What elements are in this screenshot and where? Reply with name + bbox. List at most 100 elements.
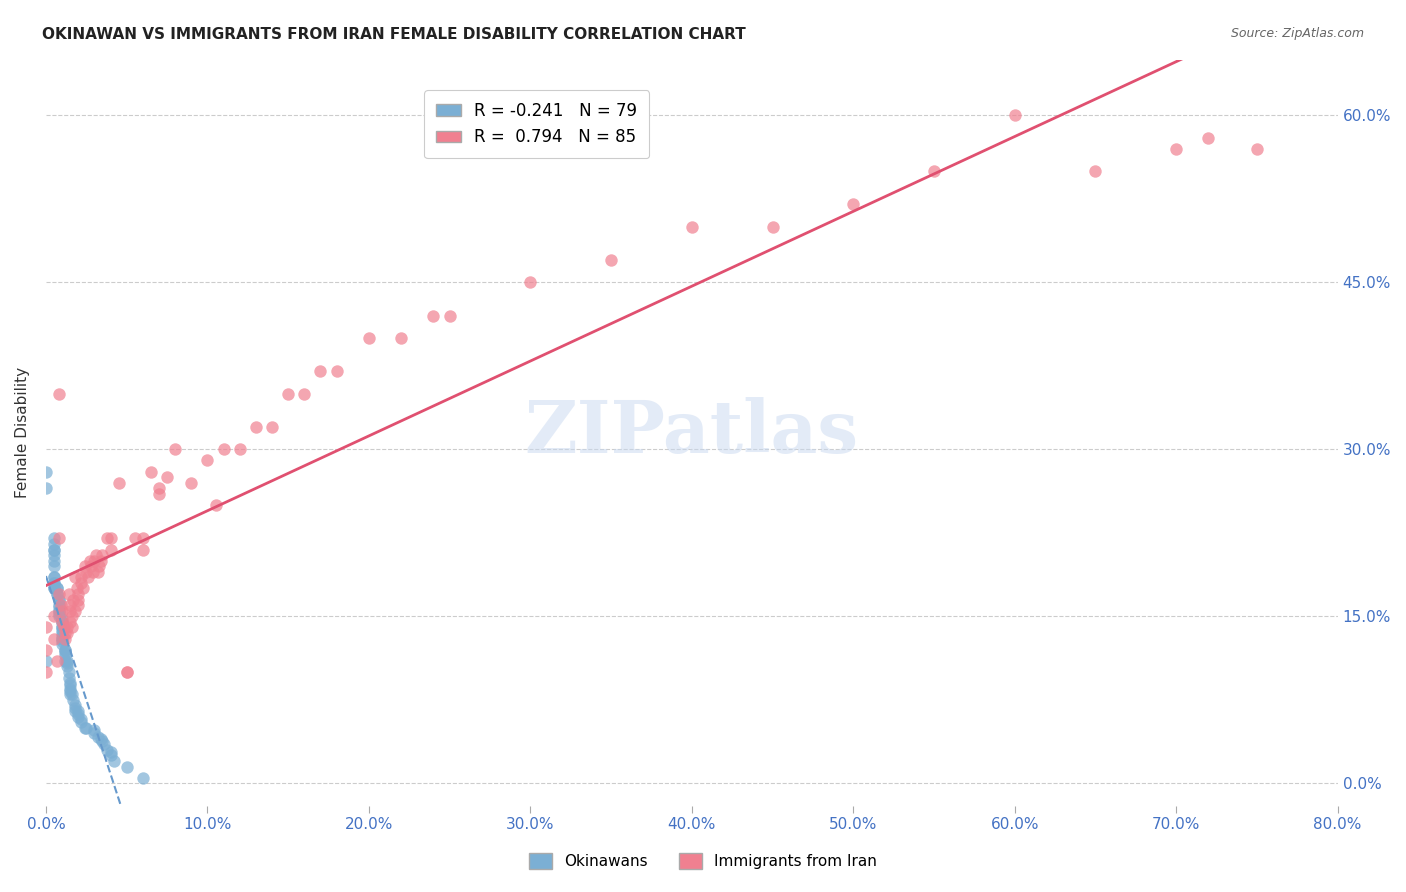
Point: [42, 542, 65, 557]
Point: [48, 598, 70, 612]
Text: ZIPatlas: ZIPatlas: [524, 397, 859, 468]
Point: [52, 620, 75, 634]
Point: [89, 559, 111, 574]
Point: [58, 671, 80, 685]
Point: [260, 420, 283, 434]
Legend: R = -0.241   N = 79, R =  0.794   N = 85: R = -0.241 N = 79, R = 0.794 N = 85: [425, 90, 650, 158]
Point: [165, 442, 187, 457]
Point: [70, 570, 93, 584]
Point: [48, 592, 70, 607]
Point: [309, 364, 332, 378]
Point: [51, 637, 73, 651]
Point: [519, 275, 541, 289]
Point: [83, 554, 105, 568]
Point: [115, 665, 138, 679]
Point: [91, 734, 114, 748]
Point: [42, 570, 65, 584]
Point: [48, 604, 70, 618]
Point: [70, 715, 93, 730]
Point: [53, 626, 76, 640]
Point: [51, 633, 73, 648]
Point: [59, 598, 82, 612]
Point: [42, 570, 65, 584]
Point: [73, 721, 96, 735]
Point: [66, 582, 89, 596]
Point: [51, 632, 73, 646]
Point: [100, 542, 122, 557]
Point: [46, 582, 69, 596]
Point: [42, 609, 65, 624]
Point: [1084, 164, 1107, 178]
Point: [115, 665, 138, 679]
Point: [56, 659, 79, 673]
Point: [63, 604, 86, 618]
Point: [59, 604, 82, 618]
Point: [156, 470, 179, 484]
Legend: Okinawans, Immigrants from Iran: Okinawans, Immigrants from Iran: [523, 847, 883, 875]
Point: [73, 559, 96, 574]
Point: [48, 607, 70, 621]
Point: [292, 386, 315, 401]
Point: [245, 420, 267, 434]
Point: [75, 565, 97, 579]
Point: [48, 532, 70, 546]
Point: [325, 364, 347, 378]
Point: [53, 648, 76, 663]
Point: [42, 582, 65, 596]
Point: [67, 707, 90, 722]
Point: [35, 642, 58, 657]
Point: [67, 709, 90, 723]
Point: [51, 615, 73, 629]
Point: [51, 632, 73, 646]
Point: [58, 665, 80, 679]
Point: [107, 475, 129, 490]
Point: [58, 587, 80, 601]
Point: [1246, 142, 1268, 156]
Point: [53, 632, 76, 646]
Point: [197, 453, 219, 467]
Point: [56, 654, 79, 668]
Point: [63, 698, 86, 713]
Point: [42, 559, 65, 574]
Point: [62, 693, 84, 707]
Point: [51, 611, 73, 625]
Text: Source: ZipAtlas.com: Source: ZipAtlas.com: [1230, 27, 1364, 40]
Y-axis label: Female Disability: Female Disability: [15, 367, 30, 498]
Point: [389, 331, 412, 345]
Point: [59, 676, 82, 690]
Point: [48, 587, 70, 601]
Point: [132, 542, 155, 557]
Point: [91, 548, 114, 562]
Point: [422, 309, 444, 323]
Point: [67, 598, 90, 612]
Point: [53, 642, 76, 657]
Point: [42, 548, 65, 562]
Point: [51, 623, 73, 637]
Point: [600, 252, 623, 267]
Point: [90, 554, 112, 568]
Point: [1166, 142, 1188, 156]
Point: [42, 575, 65, 590]
Point: [48, 592, 70, 607]
Point: [77, 570, 100, 584]
Point: [922, 164, 945, 178]
Point: [42, 582, 65, 596]
Point: [86, 730, 108, 744]
Point: [59, 687, 82, 701]
Point: [132, 771, 155, 785]
Point: [277, 386, 299, 401]
Point: [1004, 108, 1026, 122]
Point: [212, 442, 235, 457]
Point: [86, 565, 108, 579]
Point: [124, 532, 146, 546]
Point: [100, 532, 122, 546]
Point: [46, 587, 69, 601]
Point: [842, 197, 865, 211]
Point: [79, 554, 101, 568]
Point: [83, 726, 105, 740]
Point: [42, 575, 65, 590]
Point: [63, 570, 86, 584]
Point: [70, 575, 93, 590]
Point: [1198, 130, 1220, 145]
Point: [48, 604, 70, 618]
